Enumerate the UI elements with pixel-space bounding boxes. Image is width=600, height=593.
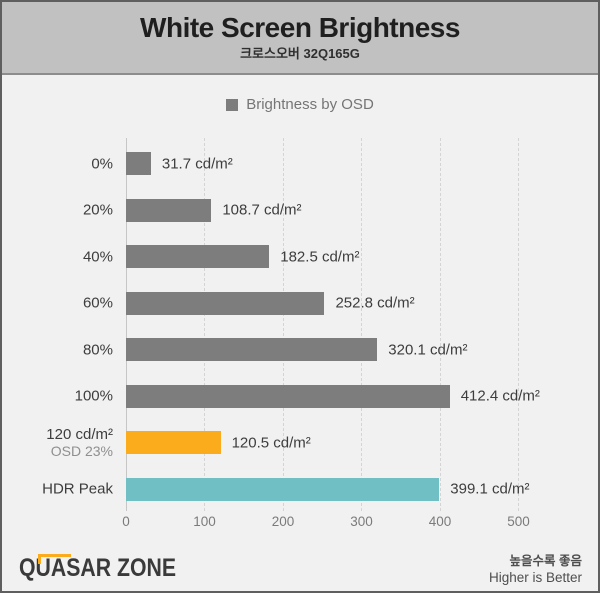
gridline-100 [204, 138, 205, 511]
value-label-60: 252.8 cd/m² [335, 294, 415, 312]
category-label-40: 40% [82, 248, 113, 265]
quasarzone-logo-text: QUASAR ZONE [19, 554, 177, 582]
value-label-hdr-peak: 399.1 cd/m² [450, 480, 530, 498]
category-label-80: 80% [82, 341, 113, 358]
chart-subtitle: 크로스오버 32Q165G [240, 46, 360, 61]
x-tick-label-100: 100 [193, 514, 216, 529]
gridline-400 [439, 138, 441, 511]
bar-100 [126, 384, 450, 408]
legend-label: Brightness by OSD [246, 96, 374, 113]
category-label-0: 0% [91, 155, 113, 172]
logo-orange-accent-icon [38, 554, 71, 557]
bar-20 [126, 198, 212, 222]
higher-is-better-note: 높을수록 좋음 Higher is Better [489, 553, 582, 586]
bar-80 [126, 338, 378, 361]
category-label-120-cd-m-osd-23: 120 cd/m² OSD 23% [46, 425, 113, 459]
axis-zero-line [125, 138, 127, 511]
gridline-500 [518, 138, 519, 511]
category-label-100: 100% [74, 387, 113, 405]
x-tick-label-0: 0 [122, 514, 130, 529]
chart-title: White Screen Brightness [140, 12, 460, 43]
category-label-60: 60% [82, 294, 113, 312]
gridline-200 [282, 138, 284, 511]
x-tick-label-300: 300 [350, 514, 373, 529]
value-label-120-cd-m-osd-23: 120.5 cd/m² [231, 434, 311, 451]
bar-0 [126, 152, 151, 175]
value-label-100: 412.4 cd/m² [460, 387, 540, 405]
value-label-20: 108.7 cd/m² [222, 201, 302, 219]
chart-header: White Screen Brightness 크로스오버 32Q165G [2, 2, 598, 75]
logo-orange-accent-stub-icon [38, 554, 41, 564]
value-label-0: 31.7 cd/m² [161, 155, 233, 172]
category-label-hdr-peak: HDR Peak [42, 480, 113, 498]
category-label-20: 20% [82, 201, 113, 219]
legend-swatch-icon [226, 98, 239, 111]
x-tick-label-500: 500 [507, 514, 530, 529]
value-label-40: 182.5 cd/m² [280, 248, 360, 265]
x-tick-label-400: 400 [428, 514, 452, 529]
note-korean: 높을수록 좋음 [509, 554, 582, 568]
x-tick-label-200: 200 [271, 514, 295, 529]
bar-hdr-peak [126, 477, 440, 501]
value-label-80: 320.1 cd/m² [388, 341, 468, 358]
bar-60 [126, 291, 325, 315]
gridline-300 [361, 138, 362, 511]
bar-40 [126, 245, 270, 268]
bar-120-cd-m-osd-23 [126, 431, 221, 454]
chart-legend: Brightness by OSD [2, 96, 598, 113]
quasarzone-logo: QUASAR ZONE [19, 554, 204, 582]
note-english: Higher is Better [488, 570, 582, 585]
